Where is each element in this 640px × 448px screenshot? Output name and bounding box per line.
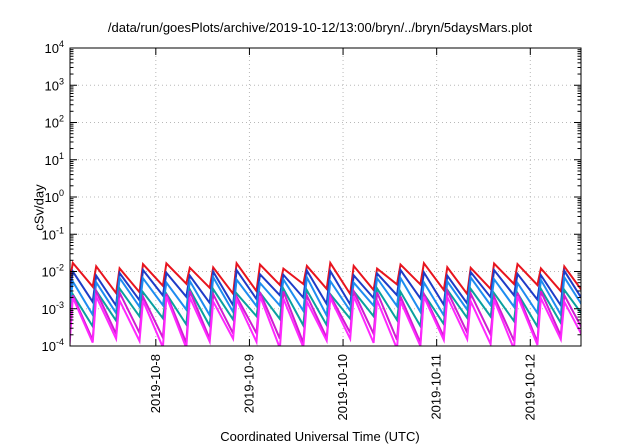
y-tick-label: 102 bbox=[45, 114, 64, 131]
chart-title: /data/run/goesPlots/archive/2019-10-12/1… bbox=[107, 20, 533, 35]
x-tick-label: 2019-10-10 bbox=[335, 354, 350, 421]
x-tick-label: 2019-10-9 bbox=[241, 354, 256, 413]
y-tick-label: 100 bbox=[45, 188, 64, 205]
y-tick-label: 103 bbox=[45, 76, 64, 93]
y-tick-label: 10-4 bbox=[42, 337, 64, 354]
y-tick-label: 104 bbox=[45, 39, 64, 56]
x-tick-label: 2019-10-8 bbox=[148, 354, 163, 413]
y-tick-label: 101 bbox=[45, 151, 64, 168]
y-axis: 104 103 102 101 100 10-1 10-2 10-3 10-4 bbox=[42, 39, 581, 354]
series-line bbox=[70, 267, 581, 309]
x-axis: 2019-10-8 2019-10-9 2019-10-10 2019-10-11 20… bbox=[148, 48, 537, 421]
series-group bbox=[70, 260, 581, 346]
x-tick-label: 2019-10-11 bbox=[429, 354, 444, 420]
y-tick-label: 10-3 bbox=[42, 300, 64, 317]
y-tick-label: 10-1 bbox=[42, 225, 64, 242]
x-tick-label: 2019-10-12 bbox=[522, 354, 537, 421]
x-axis-label: Coordinated Universal Time (UTC) bbox=[220, 429, 420, 444]
series-line bbox=[70, 292, 581, 346]
y-tick-label: 10-2 bbox=[42, 263, 64, 280]
y-axis-label: cSv/day bbox=[31, 184, 47, 231]
series-line bbox=[70, 274, 581, 319]
